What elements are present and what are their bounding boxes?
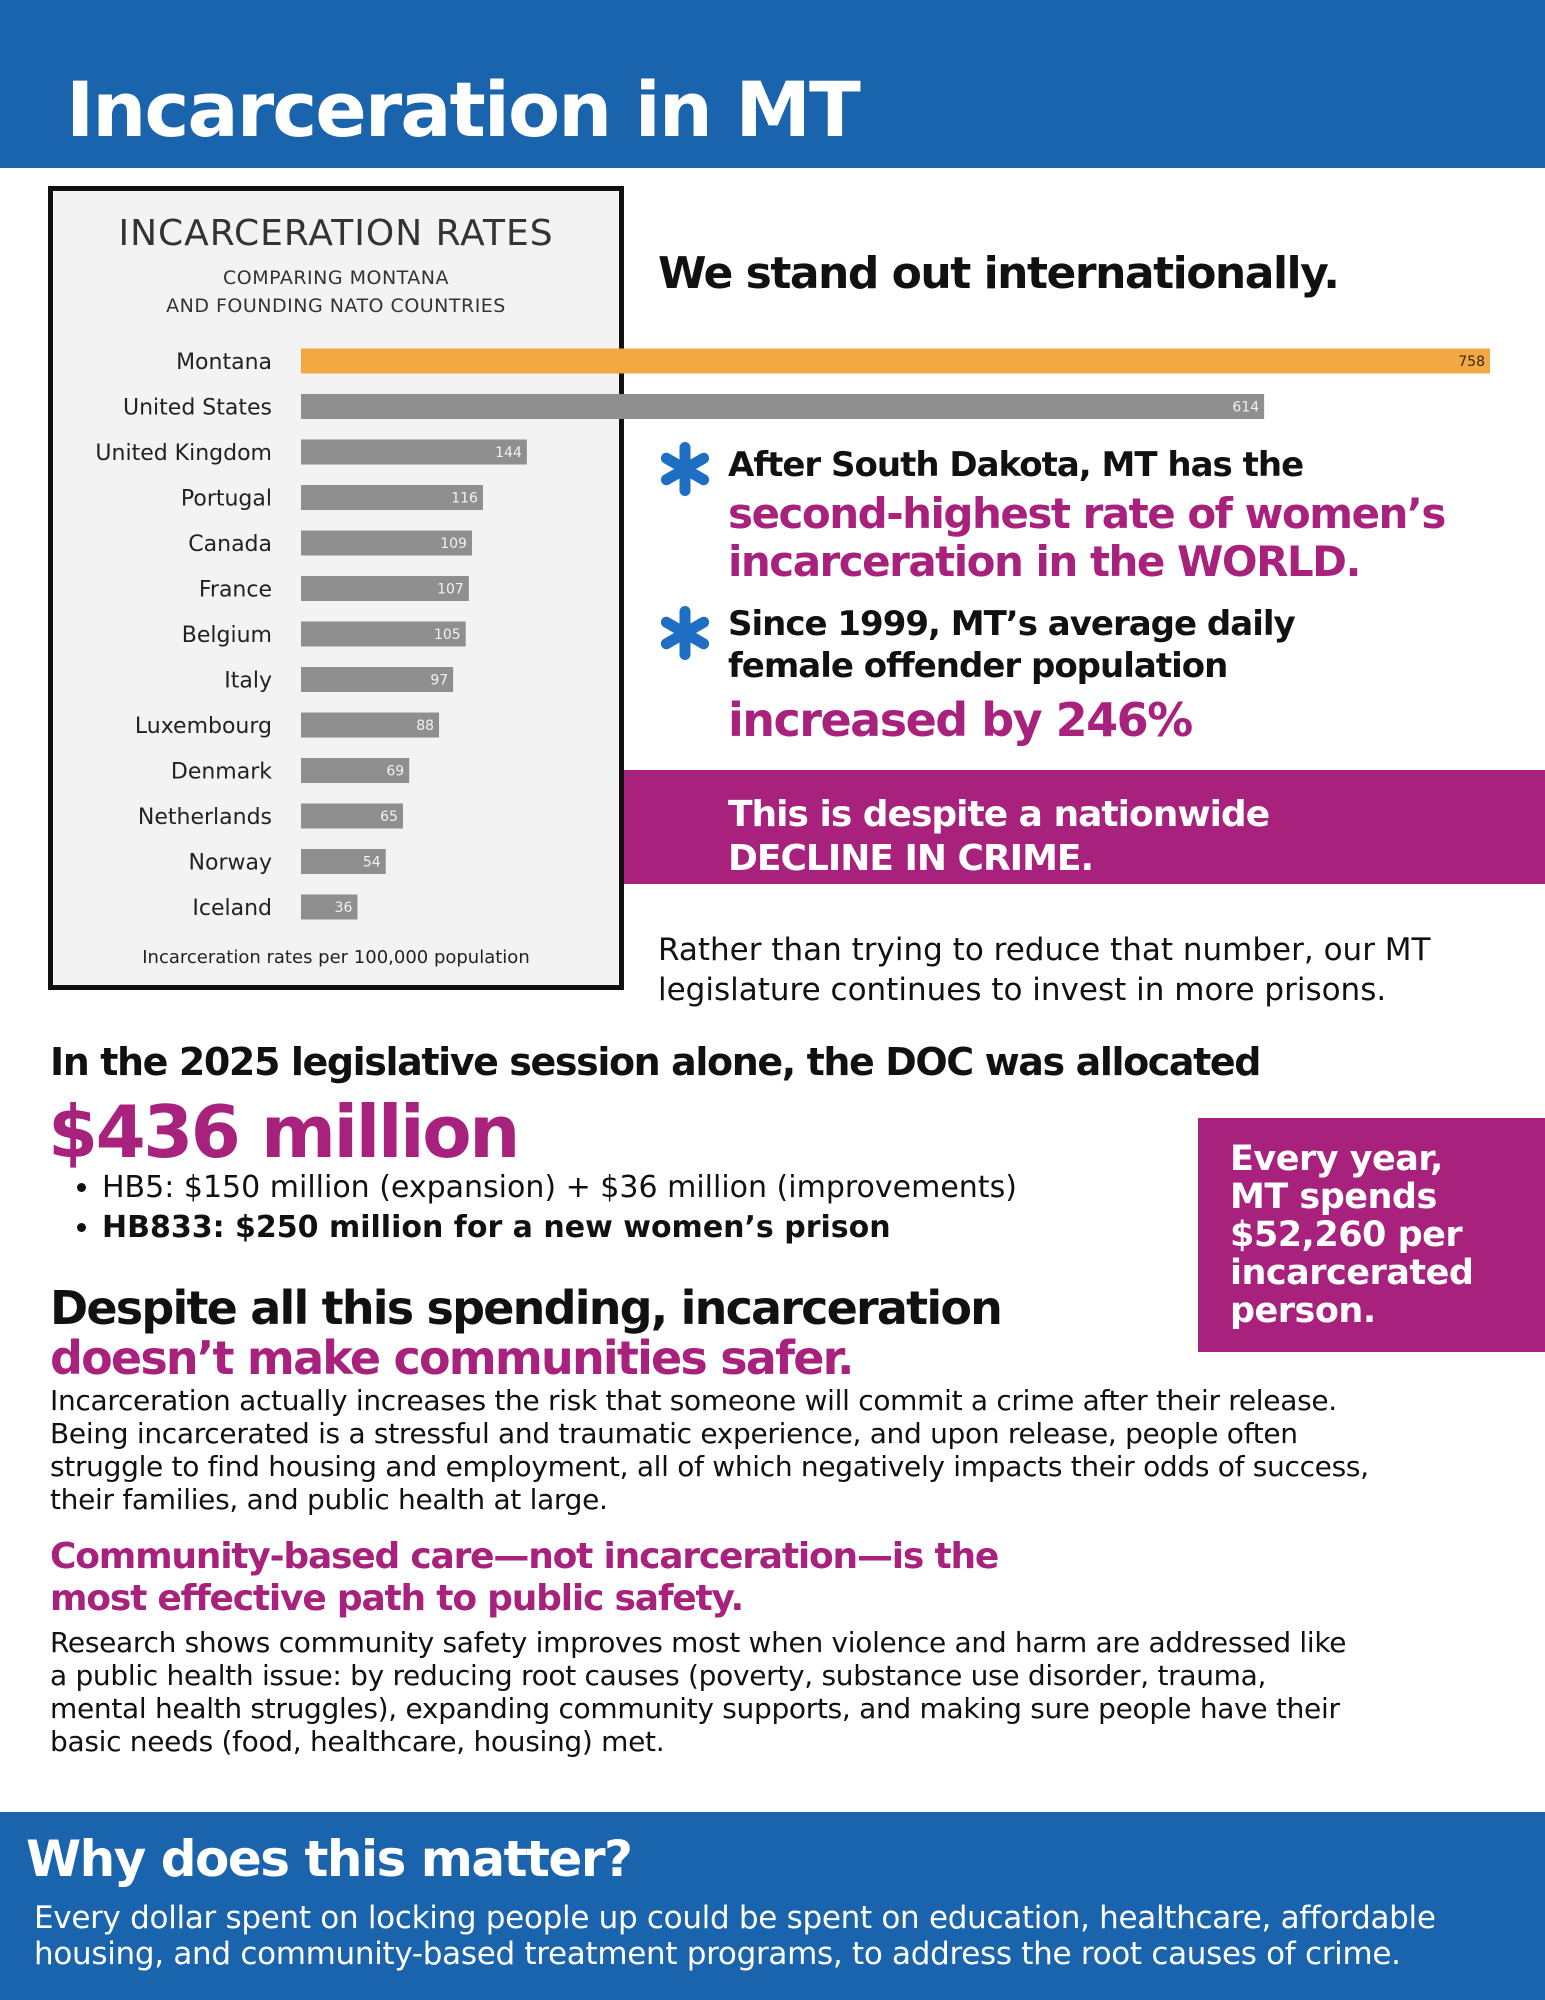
chart-value-label: 758 <box>1458 354 1485 370</box>
care-paragraph-line: a public health issue: by reducing root … <box>50 1659 1267 1692</box>
chart-value-label: 144 <box>495 445 522 461</box>
chart-bar <box>301 576 469 601</box>
chart-bar <box>301 621 466 647</box>
chart-title: INCARCERATION RATES <box>118 213 554 254</box>
list-item: HB5: $150 million (expansion) + $36 mill… <box>102 1168 1017 1208</box>
chart-category-label: Italy <box>224 669 272 694</box>
rather-line-2: legislature continues to invest in more … <box>658 972 1387 1008</box>
cost-line-3: $52,260 per <box>1230 1215 1463 1255</box>
safety-paragraph-line: struggle to find housing and employment,… <box>50 1450 1369 1483</box>
safety-paragraph-line: Being incarcerated is a stressful and tr… <box>50 1417 1298 1450</box>
cost-line-5: person. <box>1230 1291 1376 1331</box>
chart-category-label: Norway <box>189 851 272 876</box>
safety-paragraph-line: Incarceration actually increases the ris… <box>50 1384 1337 1417</box>
chart-category-label: France <box>199 578 272 603</box>
chart-category-label: Denmark <box>171 760 272 785</box>
care-heading-line-1: Community-based care—not incarceration—i… <box>50 1536 999 1577</box>
safety-subheading: doesn’t make communities safer. <box>50 1331 854 1385</box>
chart-bar <box>301 485 483 510</box>
fact-2-highlight: increased by 246% <box>728 693 1193 747</box>
decline-banner <box>624 770 1545 884</box>
chart-value-label: 116 <box>451 491 478 507</box>
chart-subtitle-line-1: COMPARING MONTANA <box>222 267 450 289</box>
cost-line-1: Every year, <box>1230 1139 1443 1179</box>
chart-subtitle-line-2: AND FOUNDING NATO COUNTRIES <box>166 295 506 317</box>
chart-value-label: 97 <box>430 673 448 689</box>
chart-category-label: United Kingdom <box>95 441 272 466</box>
chart-bar <box>301 894 358 920</box>
session-lead: In the 2025 legislative session alone, t… <box>50 1040 1262 1084</box>
chart-plot: Montana 758 United States 614 United Kingdom… <box>95 348 1490 921</box>
cost-callout: Every year, MT spends $52,260 per incarc… <box>1198 1118 1545 1352</box>
chart-bar <box>301 439 527 465</box>
chart-value-label: 614 <box>1232 400 1259 416</box>
chart-category-label: Canada <box>188 532 272 557</box>
cost-line-2: MT spends <box>1230 1177 1437 1217</box>
chart-value-label: 69 <box>386 764 404 780</box>
fact-2-lead-line-1: Since 1999, MT’s average daily <box>728 604 1296 644</box>
chart-bar <box>301 758 410 783</box>
chart-value-label: 88 <box>416 718 434 734</box>
chart-bar <box>301 394 1265 419</box>
safety-heading: Despite all this spending, incarceration <box>50 1281 1003 1335</box>
chart-value-label: 107 <box>437 582 464 598</box>
fact-2-lead-line-2: female offender population <box>728 646 1228 686</box>
care-paragraph-line: Research shows community safety improves… <box>50 1626 1347 1659</box>
chart-category-label: United States <box>123 396 272 421</box>
footer-line-2: housing, and community-based treatment p… <box>34 1936 1401 1972</box>
footer-line-1: Every dollar spent on locking people up … <box>34 1900 1436 1936</box>
chart-category-label: Iceland <box>192 896 272 921</box>
chart-bar <box>301 803 403 829</box>
cost-line-4: incarcerated <box>1230 1253 1474 1293</box>
chart-category-label: Belgium <box>182 623 272 648</box>
fact-1-highlight-line-1: second-highest rate of women’s <box>728 489 1446 538</box>
footer-title: Why does this matter? <box>26 1830 633 1888</box>
chart-bar <box>301 712 440 738</box>
chart-category-label: Netherlands <box>138 805 272 830</box>
page-title: Incarceration in MT <box>66 65 861 154</box>
chart-value-label: 109 <box>440 536 467 552</box>
chart-category-label: Montana <box>176 350 272 375</box>
chart-value-label: 54 <box>363 855 381 871</box>
chart-value-label: 36 <box>335 900 353 916</box>
safety-paragraph-line: their families, and public health at lar… <box>50 1483 608 1516</box>
rather-line-1: Rather than trying to reduce that number… <box>658 932 1431 968</box>
chart-value-label: 105 <box>434 627 461 643</box>
fact-1-highlight-line-2: incarceration in the WORLD. <box>728 537 1362 586</box>
header-band: Incarceration in MT <box>0 0 1545 168</box>
asterisk-icon <box>660 606 710 660</box>
chart-category-label: Luxembourg <box>135 714 272 739</box>
chart-axis-label: Incarceration rates per 100,000 populati… <box>142 947 530 968</box>
intro-headline: We stand out internationally. <box>658 248 1340 299</box>
chart-category-label: Portugal <box>181 487 272 512</box>
care-paragraph-line: basic needs (food, healthcare, housing) … <box>50 1725 665 1758</box>
asterisk-icon <box>660 442 710 496</box>
chart-value-label: 65 <box>380 809 398 825</box>
decline-banner-line-2: DECLINE IN CRIME. <box>728 838 1094 879</box>
footer-band: Why does this matter? Every dollar spent… <box>0 1812 1545 2000</box>
chart-bar <box>301 348 1490 374</box>
fact-1-lead: After South Dakota, MT has the <box>728 445 1304 485</box>
care-paragraph-line: mental health struggles), expanding comm… <box>50 1692 1340 1725</box>
bill-list: HB5: $150 million (expansion) + $36 mill… <box>70 1168 1017 1248</box>
chart-bar <box>301 530 472 556</box>
chart-bar <box>301 849 386 874</box>
decline-banner-line-1: This is despite a nationwide <box>728 794 1270 835</box>
allocation-amount: $436 million <box>48 1090 520 1174</box>
care-heading-line-2: most effective path to public safety. <box>50 1578 744 1619</box>
list-item: HB833: $250 million for a new women’s pr… <box>102 1208 1017 1248</box>
chart-bar <box>301 667 454 692</box>
